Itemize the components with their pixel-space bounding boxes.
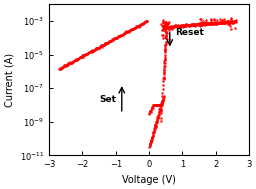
X-axis label: Voltage (V): Voltage (V) [122,175,176,185]
Y-axis label: Current (A): Current (A) [4,53,14,107]
Text: Reset: Reset [175,28,204,37]
Text: Set: Set [99,95,116,104]
